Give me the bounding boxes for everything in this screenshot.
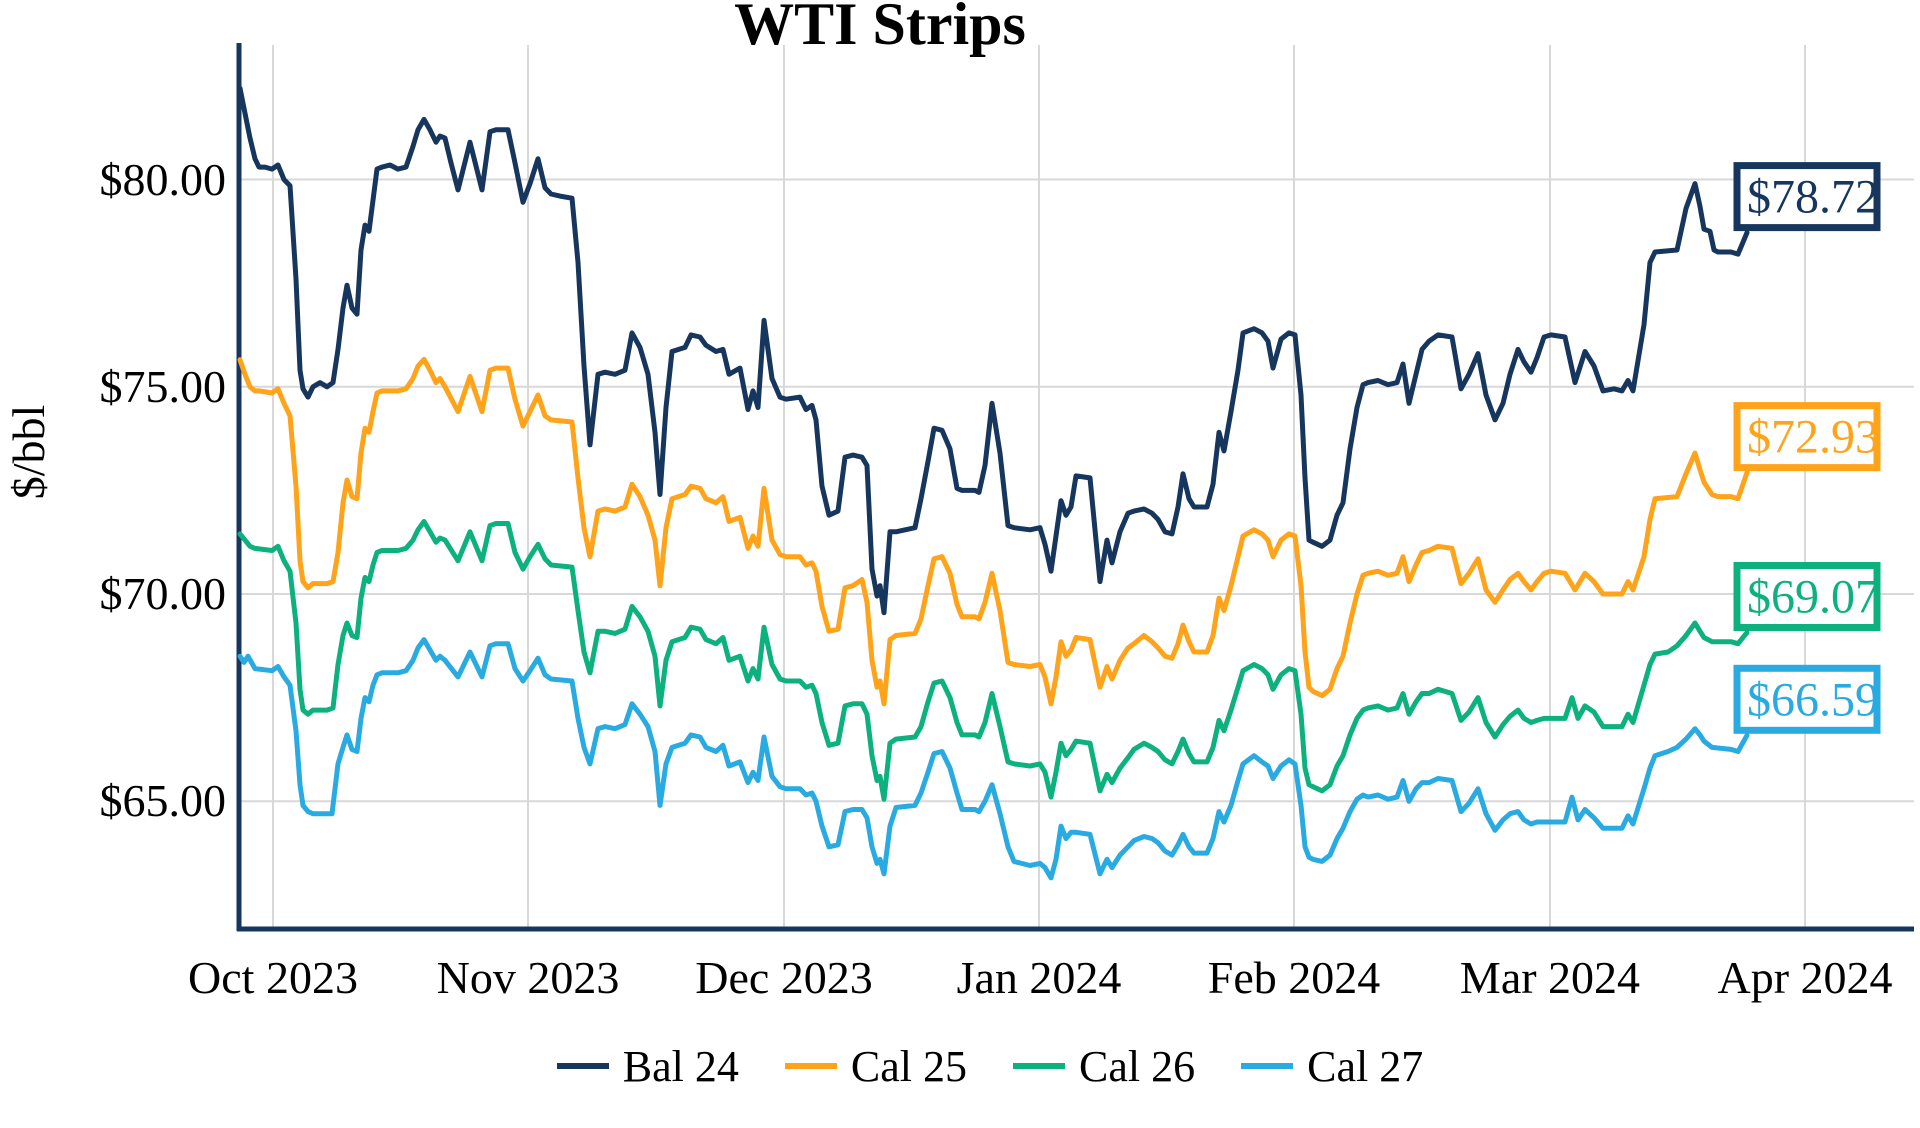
x-tick-label-mar-2024: Mar 2024 (1459, 952, 1641, 1003)
series-line-cal-27 (237, 637, 1750, 881)
legend-item-cal-25: Cal 25 (784, 1041, 967, 1092)
legend-label-cal-27: Cal 27 (1307, 1041, 1424, 1091)
end-label-text-cal-26: $69.07 (1747, 571, 1879, 624)
legend-label-cal-25: Cal 25 (850, 1041, 967, 1091)
legend-swatch-cal-26 (1013, 1063, 1065, 1069)
end-label-box-cal-27 (1733, 664, 1881, 734)
end-label-text-cal-27: $66.59 (1747, 673, 1879, 726)
x-tick-label-dec-2023: Dec 2023 (695, 952, 873, 1003)
legend-label-bal-24: Bal 24 (622, 1041, 739, 1091)
end-label-box-bal-24 (1733, 162, 1881, 232)
legend-item-cal-27: Cal 27 (1241, 1041, 1423, 1092)
legend-label-cal-26: Cal 26 (1079, 1041, 1196, 1091)
end-label-text-bal-24: $78.72 (1747, 171, 1879, 224)
chart-title: WTI Strips (734, 0, 1026, 57)
series-line-cal-26 (237, 519, 1750, 802)
x-tick-label-nov-2023: Nov 2023 (436, 952, 620, 1003)
end-label-text-cal-25: $72.93 (1747, 411, 1879, 464)
x-tick-label-oct-2023: Oct 2023 (188, 952, 358, 1003)
end-label-box-cal-26 (1733, 562, 1881, 631)
x-tick-label-feb-2024: Feb 2024 (1207, 952, 1381, 1003)
x-tick-label-apr-2024: Apr 2024 (1717, 952, 1893, 1003)
legend: Bal 24 Cal 25 Cal 26 Cal 27 (0, 1036, 1920, 1096)
y-tick-label-80: $80.00 (99, 154, 227, 205)
series-line-bal-24 (237, 85, 1750, 616)
legend-swatch-bal-24 (556, 1063, 609, 1069)
legend-item-bal-24: Bal 24 (556, 1041, 739, 1092)
series-line-cal-25 (237, 356, 1750, 707)
x-tick-label-jan-2024: Jan 2024 (956, 952, 1122, 1003)
y-tick-label-70: $70.00 (99, 568, 227, 619)
legend-swatch-cal-25 (784, 1063, 837, 1069)
legend-swatch-cal-27 (1241, 1063, 1294, 1069)
y-tick-label-65: $65.00 (99, 775, 227, 826)
y-tick-label-75: $75.00 (99, 361, 227, 412)
legend-item-cal-26: Cal 26 (1013, 1041, 1195, 1092)
end-label-box-cal-25 (1733, 402, 1881, 472)
